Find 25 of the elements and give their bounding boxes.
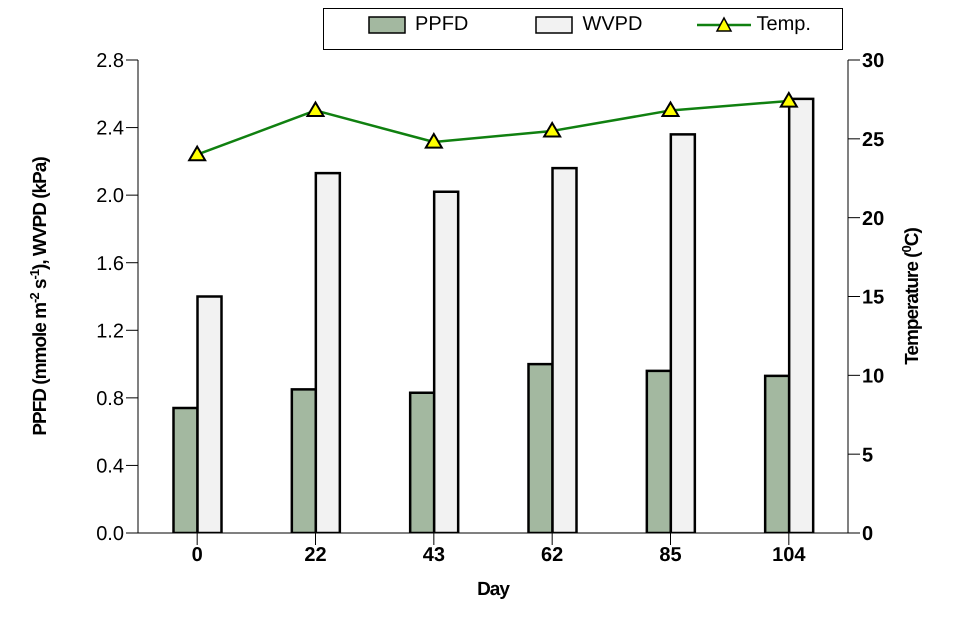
legend-label: WVPD bbox=[582, 13, 642, 36]
x-tick-label: 104 bbox=[772, 544, 806, 566]
y-tick-label: 0.4 bbox=[96, 456, 124, 478]
y-tick-label: 2.0 bbox=[96, 185, 124, 208]
y-tick-label: 0.8 bbox=[96, 388, 124, 410]
x-tick-label: 85 bbox=[659, 544, 682, 566]
y2-tick-label: 30 bbox=[862, 50, 884, 72]
y-tick-label: 2.4 bbox=[96, 118, 124, 140]
y-tick-label: 1.6 bbox=[96, 252, 124, 275]
x-tick-label: 62 bbox=[541, 544, 564, 566]
y2-tick-label: 5 bbox=[862, 444, 874, 466]
x-axis-title: Day bbox=[477, 579, 510, 600]
y2-tick-label: 15 bbox=[862, 286, 884, 309]
x-tick-label: 0 bbox=[192, 544, 203, 566]
y2-tick-label: 25 bbox=[862, 128, 884, 151]
x-tick-label: 43 bbox=[422, 544, 445, 566]
y2-tick-label: 20 bbox=[862, 208, 884, 230]
y-tick-label: 0.0 bbox=[96, 523, 124, 546]
legend-label: PPFD bbox=[415, 13, 468, 36]
y-tick-label: 2.8 bbox=[96, 50, 124, 72]
y2-tick-label: 10 bbox=[862, 365, 884, 388]
x-tick-label: 22 bbox=[304, 544, 327, 566]
legend-label: Temp. bbox=[756, 13, 811, 36]
y-tick-label: 1.2 bbox=[96, 320, 124, 342]
y2-tick-label: 0 bbox=[862, 523, 874, 546]
